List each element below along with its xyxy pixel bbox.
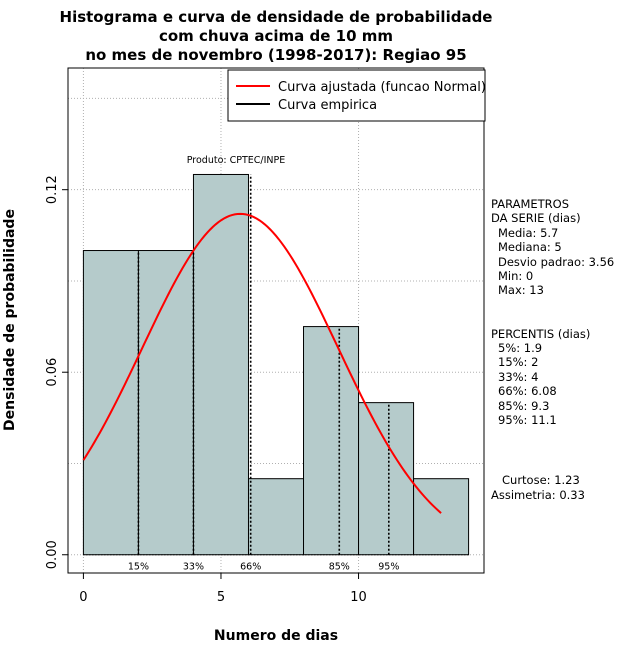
percentil-66: 66%: 6.08: [498, 384, 557, 398]
histogram-bar: [303, 326, 360, 556]
histogram-bar: [82, 250, 139, 556]
normal-curve: [82, 212, 442, 514]
normal-curve-line: [82, 212, 442, 514]
histogram-bar: [137, 250, 194, 556]
x-tick-label: 0: [79, 590, 87, 605]
legend-box: [227, 69, 486, 122]
parametros-max: Max: 13: [498, 283, 544, 297]
percentile-label-95: 95%: [378, 562, 399, 573]
x-tick-label: 10: [350, 590, 367, 605]
legend: Curva ajustada (funcao Normal) Curva emp…: [227, 69, 486, 122]
y-tick-label: 0.00: [45, 540, 60, 569]
legend-label-normal: Curva ajustada (funcao Normal): [278, 80, 486, 95]
parametros-panel: PARAMETROS DA SERIE (dias) Media: 5.7 Me…: [491, 197, 614, 297]
x-axis-label: Numero de dias: [214, 628, 338, 644]
histogram-bar: [247, 478, 305, 556]
histogram-bar: [413, 478, 470, 556]
parametros-min: Min: 0: [498, 269, 533, 283]
y-tick-label: 0.12: [45, 175, 60, 204]
percentil-15: 15%: 2: [498, 355, 538, 369]
product-annotation: Produto: CPTEC/INPE: [187, 155, 286, 166]
percentile-label-33: 33%: [183, 562, 204, 573]
percentis-heading: PERCENTIS (dias): [491, 327, 590, 341]
percentis-panel: PERCENTIS (dias) 5%: 1.9 15%: 2 33%: 4 6…: [491, 327, 590, 427]
histogram-bar: [358, 402, 415, 556]
percentil-5: 5%: 1.9: [498, 341, 542, 355]
chart-title-line-3: no mes de novembro (1998-2017): Regiao 9…: [85, 46, 466, 64]
y-axis-label: Densidade de probabilidade: [2, 209, 18, 431]
parametros-media: Media: 5.7: [498, 226, 558, 240]
y-tick-label: 0.06: [45, 358, 60, 387]
parametros-mediana: Mediana: 5: [498, 240, 562, 254]
parametros-desvio: Desvio padrao: 3.56: [498, 255, 614, 269]
percentil-33: 33%: 4: [498, 370, 538, 384]
x-tick-label: 5: [217, 590, 225, 605]
parametros-heading-2: DA SERIE (dias): [491, 211, 581, 225]
percentil-85: 85%: 9.3: [498, 399, 549, 413]
percentile-label-15: 15%: [128, 562, 149, 573]
empirical-curve: 15% 33% 66% 85% 95%: [128, 174, 399, 573]
histogram-bar: [192, 173, 249, 556]
chart-title-line-2: com chuva acima de 10 mm: [159, 27, 393, 45]
axes-layer: 0 5 10 0.00 0.06 0.12: [45, 67, 485, 605]
chart-title-line-1: Histograma e curva de densidade de proba…: [60, 8, 493, 26]
assimetria-value: Assimetria: 0.33: [491, 488, 585, 502]
plot-frame: [67, 67, 485, 574]
percentil-95: 95%: 11.1: [498, 413, 557, 427]
parametros-heading-1: PARAMETROS: [491, 197, 569, 211]
curtose-value: Curtose: 1.23: [502, 473, 580, 487]
bars-layer: [82, 173, 470, 556]
percentile-label-66: 66%: [240, 562, 261, 573]
legend-label-empirical: Curva empirica: [278, 98, 377, 113]
shape-stats-panel: Curtose: 1.23 Assimetria: 0.33: [491, 473, 585, 502]
percentile-label-85: 85%: [329, 562, 350, 573]
